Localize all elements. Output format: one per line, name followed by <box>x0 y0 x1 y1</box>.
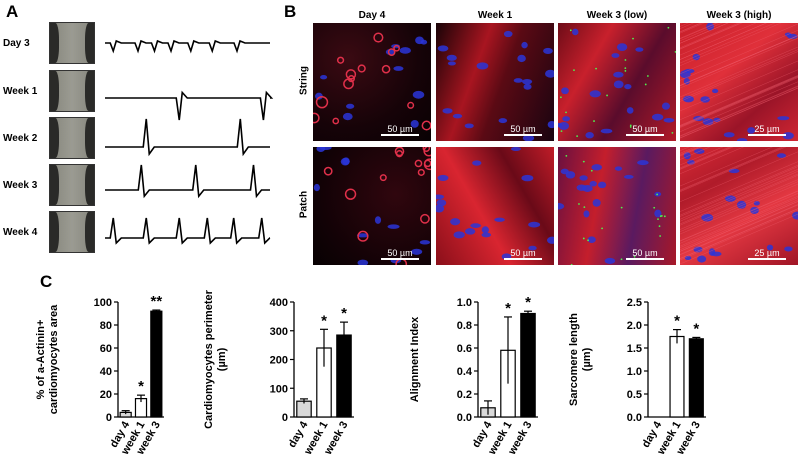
scale-bar: 50 µm <box>498 124 548 137</box>
panel-c-charts: 0 20 40 60 80 100 % of a-Actinin+ cardiomyocyte… <box>35 289 706 458</box>
significance-marker: ** <box>150 293 162 310</box>
y-axis-label: % of a-Actinin+ <box>35 320 47 400</box>
micrograph: 50 µm <box>313 147 431 265</box>
y-axis-label: cardiomyocytes area <box>48 304 60 414</box>
y-tick-label: 60 <box>100 343 112 355</box>
bar-chart: 0 100 200 300 400 Cardiomyocytes perimeter (µm… <box>203 289 354 458</box>
y-tick-label: 100 <box>270 383 288 395</box>
construct-image <box>49 211 95 253</box>
y-tick-label: 100 <box>94 297 112 309</box>
bar <box>669 335 685 418</box>
panel-a-row-label: Day 3 <box>3 38 30 49</box>
panel-b-letter: B <box>284 2 297 21</box>
signal-trace <box>105 164 270 199</box>
panel-b-column-label: Week 3 (low) <box>586 10 648 21</box>
scale-bar: 50 µm <box>498 248 548 261</box>
y-tick-label: 40 <box>100 366 112 378</box>
micrograph: 50 µm <box>436 147 554 265</box>
panel-a-row-label: Week 2 <box>3 133 38 144</box>
significance-marker: * <box>321 312 327 329</box>
y-axis-label: Alignment Index <box>409 316 421 402</box>
y-tick-label: 0 <box>106 412 112 424</box>
y-tick-label: 0.0 <box>627 412 642 424</box>
panel-b-column-label: Week 3 (high) <box>706 10 772 21</box>
micrograph: 50 µm <box>313 23 431 141</box>
micrograph: 50 µm <box>558 147 676 265</box>
significance-marker: * <box>138 378 144 395</box>
micrograph: 25 µm <box>680 147 798 265</box>
y-axis-label: (µm) <box>581 347 593 371</box>
y-tick-label: 1.0 <box>457 297 472 309</box>
scale-bar: 50 µm <box>375 124 425 137</box>
y-tick-label: 20 <box>100 389 112 401</box>
signal-trace <box>105 217 271 245</box>
panel-b-row-label: String <box>298 66 310 95</box>
y-tick-label: 0 <box>282 412 288 424</box>
y-tick-label: 1.5 <box>627 343 642 355</box>
bar-chart: 0 20 40 60 80 100 % of a-Actinin+ cardiomyocyte… <box>35 293 164 458</box>
y-tick-label: 0.2 <box>457 389 472 401</box>
construct-image <box>49 164 95 206</box>
panel-b-row-label: Patch <box>298 190 310 219</box>
significance-marker: * <box>341 305 347 322</box>
scale-bar: 50 µm <box>375 248 425 261</box>
y-tick-label: 80 <box>100 320 112 332</box>
bar <box>150 310 163 418</box>
bar <box>688 338 704 418</box>
significance-marker: * <box>525 294 531 311</box>
significance-marker: * <box>505 300 511 317</box>
panel-a-row-label: Week 4 <box>3 227 38 238</box>
y-tick-label: 300 <box>270 326 288 338</box>
y-tick-label: 0.0 <box>457 412 472 424</box>
significance-marker: * <box>674 313 680 330</box>
scale-bar: 25 µm <box>742 124 792 137</box>
bar <box>296 400 312 418</box>
signal-trace <box>105 39 270 54</box>
micrograph: 25 µm <box>680 23 798 141</box>
y-axis-label: Sarcomere length <box>568 313 580 406</box>
construct-image <box>49 70 95 112</box>
y-tick-label: 0.8 <box>457 320 472 332</box>
y-axis-label: (µm) <box>216 347 228 371</box>
panel-a-row-label: Week 3 <box>3 180 38 191</box>
construct-image <box>49 22 95 64</box>
scale-bar: 25 µm <box>742 248 792 261</box>
y-tick-label: 0.4 <box>457 366 473 378</box>
panel-c-letter: C <box>40 272 53 291</box>
significance-marker: * <box>693 320 699 337</box>
y-tick-label: 2.5 <box>627 297 642 309</box>
signal-trace <box>105 118 270 157</box>
signal-trace <box>105 90 274 121</box>
y-tick-label: 0.5 <box>627 389 642 401</box>
y-tick-label: 1.0 <box>627 366 642 378</box>
construct-image <box>49 117 95 159</box>
panel-a-traces <box>105 39 274 245</box>
micrograph: 50 µm <box>558 23 676 141</box>
y-tick-label: 0.6 <box>457 343 472 355</box>
y-axis-label: Cardiomyocytes perimeter <box>203 289 215 428</box>
panel-b-column-label: Week 1 <box>477 10 513 21</box>
panel-a-row-label: Week 1 <box>3 86 38 97</box>
panel-a-letter: A <box>6 2 19 21</box>
y-tick-label: 2.0 <box>627 320 642 332</box>
micrograph: 50 µm <box>436 23 554 141</box>
y-tick-label: 400 <box>270 297 288 309</box>
bar <box>520 312 536 418</box>
panel-b-column-label: Day 4 <box>358 10 386 21</box>
y-tick-label: 200 <box>270 355 288 367</box>
scale-bar: 50 µm <box>620 248 670 261</box>
scale-bar: 50 µm <box>620 124 670 137</box>
